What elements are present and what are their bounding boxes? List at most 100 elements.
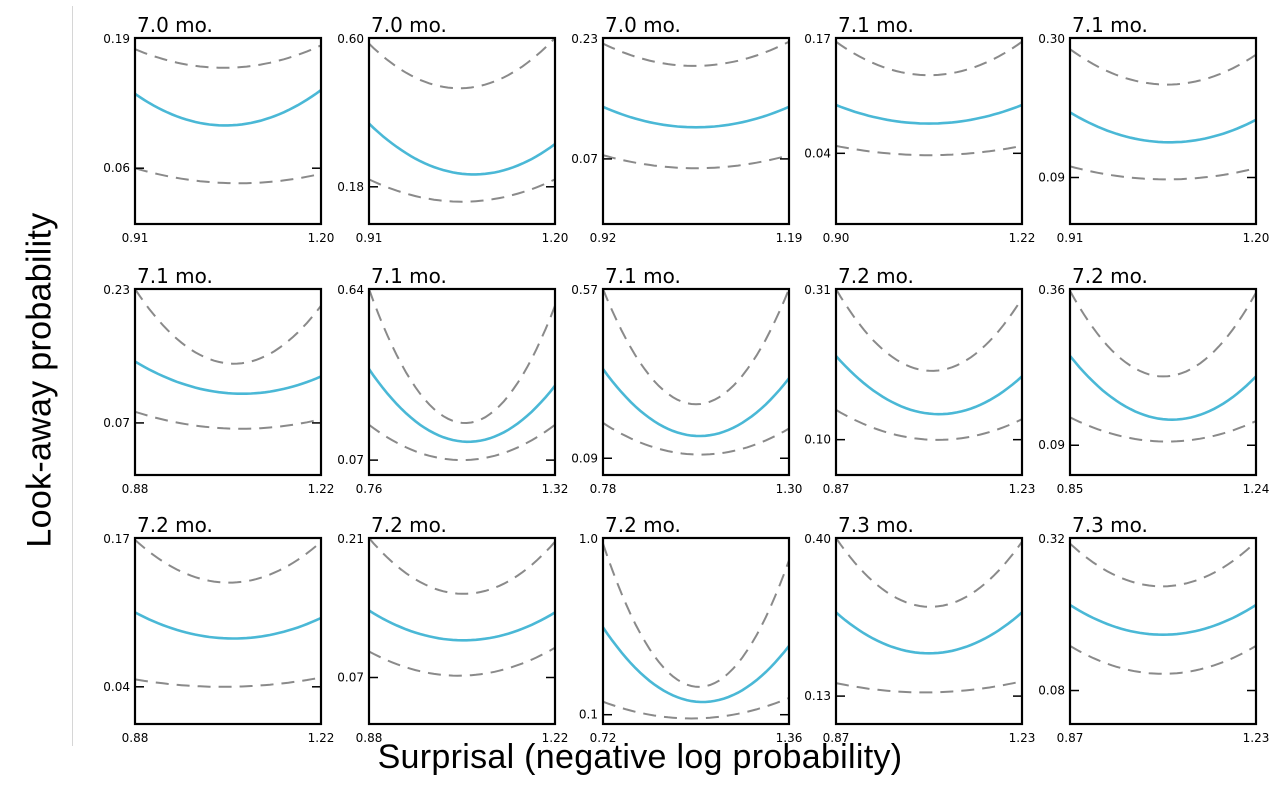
mean-line <box>835 611 1023 655</box>
x-max-label: 1.23 <box>1243 731 1270 745</box>
panel-frame <box>133 36 323 226</box>
mean-line <box>368 122 556 176</box>
x-max-label: 1.23 <box>1009 731 1036 745</box>
panel-title: 7.0 mo. <box>137 13 213 37</box>
x-min-label: 0.78 <box>590 482 617 496</box>
x-axis-label: Surprisal (negative log probability) <box>377 738 903 776</box>
x-min-label: 0.85 <box>1057 482 1084 496</box>
panel-title: 7.0 mo. <box>605 13 681 37</box>
y-tick-label: 0.09 <box>571 451 598 465</box>
x-max-label: 1.20 <box>1243 231 1270 245</box>
upper-bound-line <box>835 288 1023 372</box>
mean-line <box>134 360 322 395</box>
y-tick-label: 0.09 <box>1038 171 1065 185</box>
panel-5: 7.1 mo. 0.30 0.09 0.91 1.20 <box>1038 13 1269 245</box>
panel-title: 7.1 mo. <box>605 264 681 288</box>
panel-14: 7.3 mo. 0.40 0.13 0.87 1.23 <box>804 513 1035 745</box>
panel-frame <box>367 287 557 477</box>
panel-8: 7.1 mo. 0.57 0.09 0.78 1.30 <box>571 264 802 496</box>
lower-bound-line <box>835 144 1023 157</box>
x-min-label: 0.91 <box>1057 231 1084 245</box>
y-tick-label: 0.07 <box>337 671 364 685</box>
y-max-label: 0.21 <box>337 532 364 546</box>
x-min-label: 0.88 <box>122 482 149 496</box>
panel-title: 7.3 mo. <box>838 513 914 537</box>
mean-line <box>835 103 1023 125</box>
y-tick-label: 0.07 <box>337 453 364 467</box>
y-max-label: 0.19 <box>103 32 130 46</box>
y-tick-label: 0.07 <box>103 416 130 430</box>
panel-15: 7.3 mo. 0.32 0.08 0.87 1.23 <box>1038 513 1269 745</box>
panel-7: 7.1 mo. 0.64 0.07 0.76 1.32 <box>337 264 568 496</box>
x-max-label: 1.32 <box>542 482 569 496</box>
upper-bound-line <box>602 40 790 67</box>
panel-9: 7.2 mo. 0.31 0.10 0.87 1.23 <box>804 264 1035 496</box>
lower-bound-line <box>134 676 322 688</box>
y-max-label: 0.17 <box>804 32 831 46</box>
y-max-label: 0.64 <box>337 283 364 297</box>
panel-title: 7.2 mo. <box>1072 264 1148 288</box>
panel-1: 7.0 mo. 0.19 0.06 0.91 1.20 <box>103 13 334 245</box>
y-max-label: 0.60 <box>337 32 364 46</box>
panel-title: 7.2 mo. <box>137 513 213 537</box>
upper-bound-line <box>835 537 1023 608</box>
y-tick-label: 0.10 <box>804 433 831 447</box>
panel-title: 7.2 mo. <box>838 264 914 288</box>
panel-frame <box>601 287 791 477</box>
panel-frame <box>367 536 557 726</box>
lower-bound-line <box>134 167 322 185</box>
x-min-label: 0.91 <box>356 231 383 245</box>
lower-bound-line <box>368 178 556 203</box>
lower-bound-line <box>1069 645 1257 675</box>
mean-line <box>601 626 791 704</box>
x-max-label: 1.22 <box>1009 231 1036 245</box>
y-max-label: 0.32 <box>1038 532 1065 546</box>
mean-line <box>601 368 791 438</box>
upper-bound-line <box>134 44 322 69</box>
upper-bound-line <box>134 539 322 584</box>
x-max-label: 1.23 <box>1009 482 1036 496</box>
y-tick-label: 0.04 <box>804 146 831 160</box>
panel-10: 7.2 mo. 0.36 0.09 0.85 1.24 <box>1038 264 1269 496</box>
y-max-label: 0.23 <box>103 283 130 297</box>
panel-title: 7.2 mo. <box>371 513 447 537</box>
x-min-label: 0.72 <box>590 731 617 745</box>
upper-bound-line <box>368 288 556 425</box>
x-min-label: 0.87 <box>1057 731 1084 745</box>
y-max-label: 1.0 <box>579 532 598 546</box>
upper-bound-line <box>368 37 556 90</box>
x-min-label: 0.88 <box>356 731 383 745</box>
y-max-label: 0.40 <box>804 532 831 546</box>
x-min-label: 0.90 <box>823 231 850 245</box>
panel-4: 7.1 mo. 0.17 0.04 0.90 1.22 <box>804 13 1035 245</box>
panel-title: 7.1 mo. <box>137 264 213 288</box>
panel-title: 7.2 mo. <box>605 513 681 537</box>
x-max-label: 1.22 <box>542 731 569 745</box>
panel-12: 7.2 mo. 0.21 0.07 0.88 1.22 <box>337 513 568 745</box>
x-min-label: 0.92 <box>590 231 617 245</box>
panel-frame <box>834 36 1024 226</box>
y-max-label: 0.57 <box>571 283 598 297</box>
mean-line <box>1069 603 1257 637</box>
panel-frame <box>367 36 557 226</box>
panel-13: 7.2 mo. 1.0 0.1 0.72 1.36 <box>579 513 802 745</box>
lower-bound-line <box>602 697 790 720</box>
divider-line <box>72 6 73 746</box>
y-tick-label: 0.08 <box>1038 684 1065 698</box>
y-tick-label: 0.06 <box>103 161 130 175</box>
y-tick-label: 0.1 <box>579 708 598 722</box>
x-min-label: 0.91 <box>122 231 149 245</box>
upper-bound-line <box>835 40 1023 77</box>
upper-bound-line <box>1069 540 1257 588</box>
x-max-label: 1.36 <box>776 731 803 745</box>
panel-frame <box>1068 287 1258 477</box>
panel-title: 7.1 mo. <box>371 264 447 288</box>
x-max-label: 1.22 <box>308 731 335 745</box>
upper-bound-line <box>602 543 790 688</box>
lower-bound-line <box>134 410 322 430</box>
panel-frame <box>1068 536 1258 726</box>
x-max-label: 1.24 <box>1243 482 1270 496</box>
panel-frame <box>834 287 1024 477</box>
lower-bound-line <box>368 646 556 677</box>
